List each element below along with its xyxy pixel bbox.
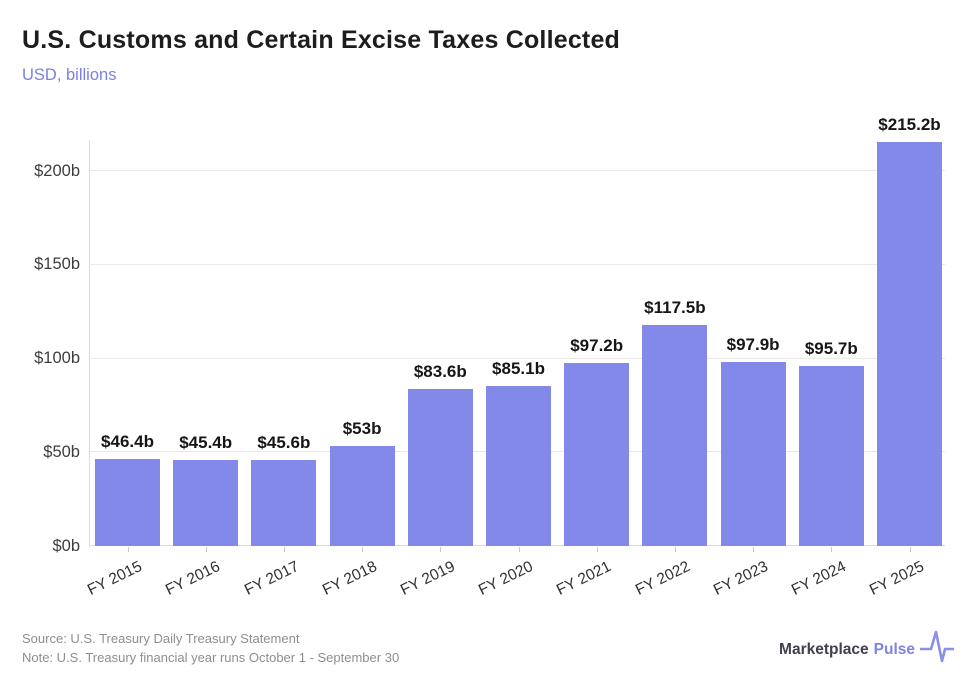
gridline	[89, 263, 945, 265]
source-note: Source: U.S. Treasury Daily Treasury Sta…	[22, 631, 300, 646]
bar-value-label: $45.4b	[179, 433, 233, 453]
bar-value-label: $85.1b	[492, 358, 545, 378]
y-axis-tick-label: $50b	[43, 442, 80, 461]
x-axis-tickmark	[362, 546, 364, 552]
x-axis-tickmark	[283, 546, 285, 552]
bar-value-label: $83.6b	[413, 361, 467, 381]
x-axis-tickmark	[596, 546, 598, 552]
y-axis-tick-label: $0b	[52, 536, 80, 555]
x-axis-tick-label: FY 2016	[163, 558, 224, 599]
bar-fy-2015	[95, 458, 160, 546]
brand-name: Marketplace	[779, 641, 869, 658]
bar-value-label: $45.6b	[257, 433, 311, 452]
bar-value-label: $46.4b	[101, 431, 154, 451]
bar-fy-2017	[251, 460, 317, 546]
x-axis-baseline	[89, 545, 945, 546]
x-axis-tick-label: FY 2021	[554, 558, 615, 599]
fiscal-year-note: Note: U.S. Treasury financial year runs …	[22, 650, 400, 665]
chart-title: U.S. Customs and Certain Excise Taxes Co…	[22, 26, 621, 54]
bar-fy-2023	[720, 361, 786, 546]
x-axis-tickmark	[674, 546, 676, 552]
bar-value-label: $215.2b	[878, 115, 941, 134]
bar-value-label: $117.5b	[644, 298, 706, 318]
bar-fy-2019	[407, 388, 473, 546]
x-axis-tick-label: FY 2025	[867, 558, 927, 599]
x-axis-tick-label: FY 2022	[632, 558, 693, 599]
x-axis-tick-label: FY 2020	[476, 558, 536, 599]
brand-accent: Pulse	[873, 641, 915, 658]
x-axis-tickmark	[127, 546, 129, 552]
y-axis-tick-label: $100b	[34, 349, 80, 367]
x-axis-tick-label: FY 2018	[319, 558, 380, 599]
bar-value-label: $95.7b	[804, 339, 858, 359]
bar-fy-2020	[486, 385, 551, 546]
x-axis-tickmark	[909, 546, 911, 552]
bar-fy-2025	[877, 142, 942, 546]
x-axis-tickmark	[205, 546, 207, 552]
x-axis-tickmark	[831, 546, 833, 552]
bar-value-label: $97.2b	[570, 336, 624, 356]
bar-fy-2024	[798, 366, 864, 546]
gridline	[89, 170, 945, 171]
y-axis-tick-label: $200b	[34, 161, 80, 180]
x-axis-tick-label: FY 2015	[85, 558, 145, 599]
bar-value-label: $97.9b	[726, 334, 780, 354]
brand-logo: Marketplace Pulse	[779, 625, 954, 664]
y-axis-line	[89, 140, 90, 547]
gridline	[89, 357, 945, 359]
y-axis-tick-label: $150b	[34, 255, 80, 274]
bar-fy-2022	[642, 325, 708, 546]
x-axis-tickmark	[440, 546, 442, 552]
x-axis-tickmark	[518, 546, 520, 552]
x-axis-tick-label: FY 2017	[241, 558, 302, 599]
bar-fy-2021	[564, 363, 630, 546]
bar-fy-2016	[173, 460, 239, 546]
bar-fy-2018	[329, 446, 395, 546]
pulse-icon	[920, 630, 954, 663]
x-axis-tickmark	[753, 546, 755, 552]
x-axis-tick-label: FY 2023	[710, 558, 771, 599]
bar-value-label: $53b	[342, 419, 382, 439]
chart-subtitle: USD, billions	[22, 66, 117, 84]
x-axis-tick-label: FY 2024	[788, 558, 849, 599]
x-axis-tick-label: FY 2019	[397, 558, 458, 599]
